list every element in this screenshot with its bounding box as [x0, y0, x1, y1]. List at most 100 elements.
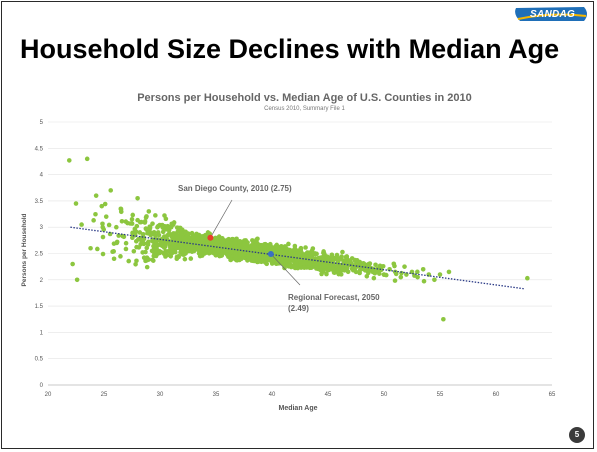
- data-point: [159, 243, 165, 249]
- data-point: [326, 267, 332, 273]
- data-point: [441, 316, 446, 322]
- data-point: [446, 269, 452, 275]
- y-tick-label: 3: [40, 225, 44, 231]
- data-point: [221, 240, 226, 245]
- data-point: [129, 217, 135, 222]
- data-point: [143, 249, 148, 255]
- data-point: [168, 254, 174, 259]
- data-point: [257, 259, 262, 264]
- data-point: [234, 236, 239, 242]
- data-point: [229, 236, 235, 242]
- data-point: [279, 260, 284, 266]
- y-tick-label: 0: [40, 383, 44, 389]
- data-point: [287, 263, 293, 269]
- data-point: [189, 249, 195, 254]
- data-point: [217, 253, 222, 259]
- data-point: [180, 248, 185, 254]
- data-point: [392, 278, 398, 283]
- data-point: [116, 233, 121, 238]
- data-point: [301, 265, 307, 270]
- data-point: [154, 246, 159, 251]
- data-point: [111, 241, 117, 246]
- y-tick-label: 2: [40, 278, 44, 284]
- slide-title: Household Size Declines with Median Age: [20, 34, 560, 64]
- data-point: [398, 274, 404, 280]
- data-point: [213, 239, 218, 245]
- data-point: [393, 271, 399, 277]
- data-point: [352, 257, 358, 263]
- data-point: [330, 255, 335, 260]
- data-point: [399, 270, 404, 276]
- data-point: [151, 230, 157, 235]
- data-point: [114, 224, 119, 230]
- data-point: [244, 247, 249, 252]
- axes: 0 0.5 1 1.5 2 2.5 3 3.5 4 4.5 5 20 25 30 35 40 45 50 55 60 6…: [35, 120, 556, 398]
- x-tick-label: 50: [381, 392, 388, 398]
- data-point: [88, 245, 93, 251]
- data-point: [371, 275, 377, 281]
- data-point: [206, 250, 212, 256]
- data-point: [118, 254, 123, 259]
- y-tick-label: 1: [40, 330, 44, 336]
- data-point: [84, 156, 90, 162]
- data-point: [225, 240, 230, 246]
- data-point: [70, 261, 75, 267]
- trendline-line: [70, 226, 525, 290]
- data-point: [308, 261, 313, 267]
- data-point: [283, 254, 288, 260]
- data-point: [284, 247, 290, 252]
- data-point: [269, 258, 275, 264]
- data-point: [286, 259, 292, 264]
- data-point: [100, 251, 106, 257]
- data-point: [377, 263, 383, 269]
- data-point: [100, 234, 106, 240]
- data-point: [332, 270, 337, 275]
- data-point: [275, 249, 280, 255]
- data-point: [262, 246, 267, 251]
- data-point: [263, 260, 268, 265]
- data-point: [182, 236, 188, 242]
- data-point: [146, 239, 151, 245]
- x-tick-label: 30: [157, 392, 164, 398]
- data-point: [168, 250, 173, 255]
- sandag-logo: [515, 7, 587, 21]
- data-point: [149, 248, 155, 254]
- data-point: [293, 261, 299, 266]
- data-point: [194, 231, 199, 237]
- data-point: [314, 251, 319, 257]
- y-tick-label: 2.5: [35, 252, 44, 258]
- data-point: [339, 265, 345, 271]
- data-point: [335, 258, 341, 264]
- data-point: [139, 239, 145, 244]
- data-point: [168, 245, 173, 250]
- data-point: [164, 252, 170, 258]
- x-tick-label: 40: [269, 392, 276, 398]
- data-point: [93, 193, 99, 198]
- data-point: [176, 225, 181, 231]
- data-point: [107, 231, 113, 237]
- annotations: San Diego County, 2010 (2.75) Regional Fo…: [178, 184, 380, 313]
- data-point: [304, 251, 309, 257]
- regional-forecast-value: (2.49): [288, 304, 309, 313]
- data-point: [123, 246, 129, 252]
- data-point: [336, 271, 342, 277]
- data-point: [144, 264, 150, 270]
- data-point: [376, 271, 382, 276]
- data-point: [140, 231, 146, 237]
- regional-forecast-label: Regional Forecast, 2050: [288, 293, 380, 302]
- data-point: [324, 256, 330, 261]
- data-point: [178, 231, 184, 236]
- data-point: [387, 266, 392, 272]
- data-point: [136, 245, 142, 250]
- data-point: [111, 256, 117, 262]
- data-point: [137, 230, 143, 235]
- data-point: [175, 236, 181, 242]
- data-point: [158, 249, 164, 255]
- data-point: [145, 227, 151, 233]
- data-point: [364, 274, 370, 279]
- data-point: [283, 258, 289, 264]
- data-point: [118, 209, 124, 215]
- chart-title: Persons per Household vs. Median Age of …: [137, 92, 472, 104]
